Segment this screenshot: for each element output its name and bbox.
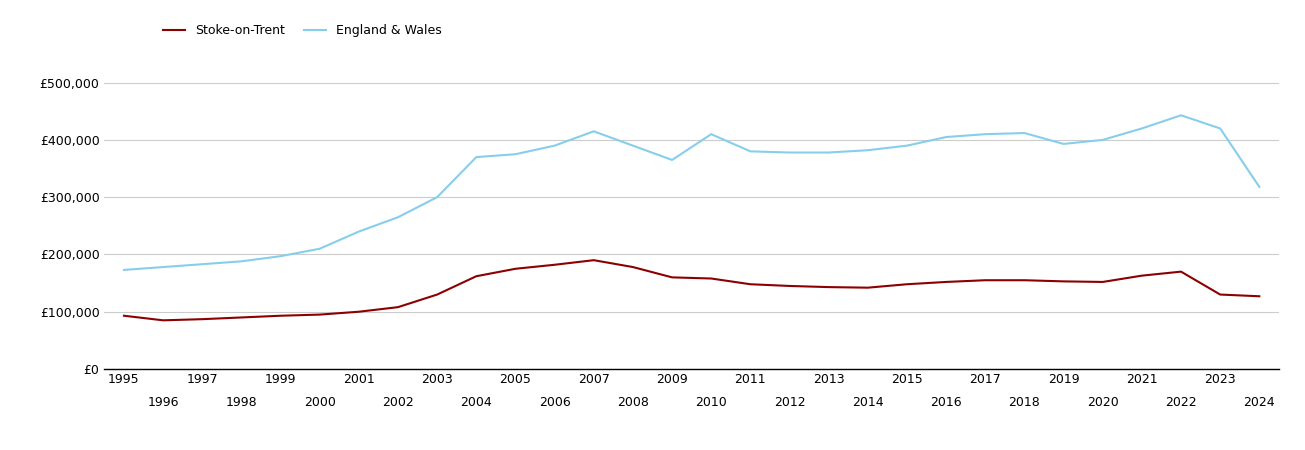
Text: 1998: 1998 — [226, 396, 257, 409]
Text: 2012: 2012 — [774, 396, 805, 409]
Text: 2006: 2006 — [539, 396, 570, 409]
Text: 2022: 2022 — [1165, 396, 1197, 409]
Text: 2018: 2018 — [1009, 396, 1040, 409]
Text: 2014: 2014 — [852, 396, 883, 409]
Text: 2008: 2008 — [617, 396, 649, 409]
Text: 1996: 1996 — [147, 396, 179, 409]
Text: 2002: 2002 — [382, 396, 414, 409]
Text: 2004: 2004 — [461, 396, 492, 409]
Text: 2020: 2020 — [1087, 396, 1118, 409]
Text: 2000: 2000 — [304, 396, 335, 409]
Text: 2024: 2024 — [1244, 396, 1275, 409]
Text: 2010: 2010 — [696, 396, 727, 409]
Legend: Stoke-on-Trent, England & Wales: Stoke-on-Trent, England & Wales — [158, 19, 448, 42]
Text: 2016: 2016 — [930, 396, 962, 409]
